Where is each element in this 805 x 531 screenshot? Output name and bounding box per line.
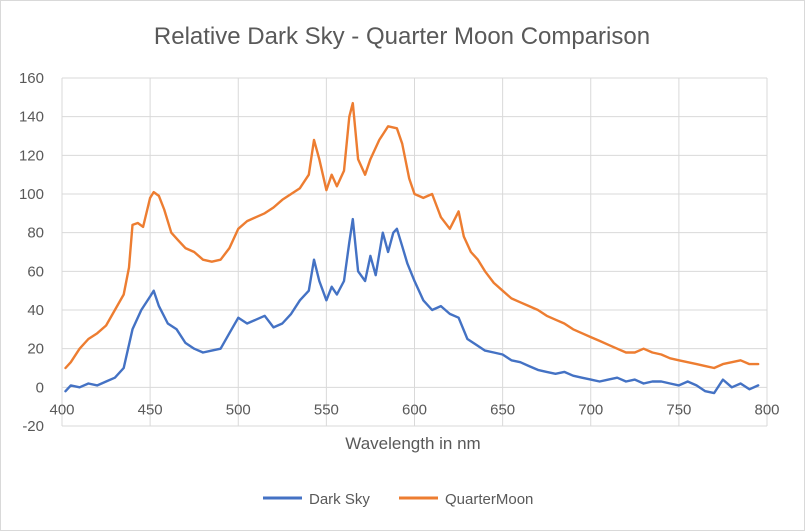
y-tick-label: 120	[19, 147, 44, 164]
series-line-quartermoon	[64, 101, 760, 370]
x-tick-label: 450	[138, 401, 163, 418]
y-tick-label: -20	[22, 418, 44, 435]
y-tick-label: 140	[19, 109, 44, 126]
x-axis-title: Wavelength in nm	[345, 434, 480, 453]
x-tick-label: 400	[49, 401, 74, 418]
y-tick-label: 40	[27, 302, 44, 319]
y-tick-label: 0	[36, 379, 44, 396]
x-tick-label: 650	[490, 401, 515, 418]
y-tick-labels: -20 0 20 40 60 80 100 120 140 160	[19, 70, 44, 435]
y-tick-label: 20	[27, 341, 44, 358]
gridlines	[61, 77, 768, 427]
x-tick-label: 600	[402, 401, 427, 418]
x-tick-label: 500	[226, 401, 251, 418]
x-tick-labels: 400 450 500 550 600 650 700 750 800	[49, 401, 779, 418]
x-tick-label: 750	[666, 401, 691, 418]
x-tick-label: 700	[578, 401, 603, 418]
legend-label-quarter-moon: QuarterMoon	[445, 491, 533, 508]
legend-label-dark-sky: Dark Sky	[309, 491, 370, 508]
x-tick-label: 550	[314, 401, 339, 418]
y-tick-label: 100	[19, 186, 44, 203]
legend: Dark Sky QuarterMoon	[263, 491, 533, 508]
y-tick-label: 80	[27, 225, 44, 242]
series-lines	[64, 101, 760, 395]
chart-title: Relative Dark Sky - Quarter Moon Compari…	[154, 23, 650, 50]
x-tick-label: 800	[754, 401, 779, 418]
series-line-dark-sky	[64, 217, 760, 395]
y-tick-label: 160	[19, 70, 44, 87]
y-tick-label: 60	[27, 263, 44, 280]
